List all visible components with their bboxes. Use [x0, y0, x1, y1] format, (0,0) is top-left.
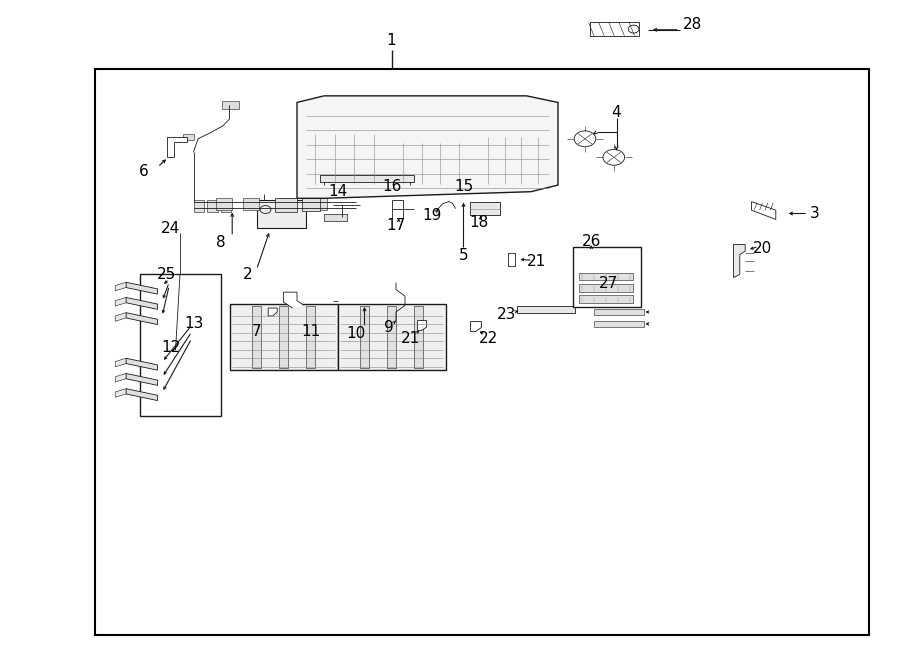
Polygon shape [126, 297, 158, 309]
Text: 9: 9 [384, 320, 393, 334]
Text: 1: 1 [387, 34, 396, 48]
Bar [338, 304, 446, 370]
Polygon shape [115, 313, 126, 321]
Polygon shape [418, 321, 427, 330]
Text: 20: 20 [752, 241, 772, 256]
Bar [94, 69, 868, 635]
Bar [194, 200, 204, 212]
Bar [207, 200, 218, 212]
Text: 7: 7 [252, 325, 261, 339]
Bar [310, 132, 382, 185]
Text: 17: 17 [386, 218, 406, 233]
Bar [389, 168, 416, 181]
Text: 28: 28 [683, 17, 703, 32]
Bar [216, 198, 232, 210]
Bar [243, 198, 259, 210]
Bar [140, 274, 220, 416]
Polygon shape [115, 282, 126, 291]
Polygon shape [268, 308, 277, 316]
Polygon shape [284, 292, 304, 308]
Polygon shape [470, 202, 500, 215]
Text: 24: 24 [161, 221, 181, 235]
Text: 15: 15 [454, 179, 474, 194]
Text: 12: 12 [161, 340, 181, 355]
Polygon shape [297, 96, 558, 198]
Polygon shape [166, 137, 187, 157]
Text: 27: 27 [598, 276, 618, 291]
Polygon shape [594, 321, 644, 327]
Bar [414, 306, 423, 368]
Polygon shape [126, 358, 158, 370]
Bar [360, 306, 369, 368]
Bar [252, 306, 261, 368]
Bar [306, 306, 315, 368]
Text: 6: 6 [140, 165, 148, 179]
Polygon shape [734, 245, 745, 278]
Text: 25: 25 [157, 268, 176, 282]
Polygon shape [126, 313, 158, 325]
Text: 5: 5 [459, 249, 468, 263]
Bar [183, 134, 194, 140]
Polygon shape [115, 373, 126, 382]
Text: 19: 19 [422, 208, 442, 223]
Bar [230, 304, 338, 370]
Polygon shape [126, 389, 158, 401]
Text: 23: 23 [497, 307, 517, 322]
Bar [274, 198, 297, 212]
Text: 4: 4 [612, 105, 621, 120]
Bar [590, 22, 639, 36]
Bar [573, 247, 641, 307]
Polygon shape [579, 295, 633, 303]
Bar [396, 142, 464, 185]
Polygon shape [392, 200, 403, 218]
Bar [279, 198, 295, 210]
Polygon shape [115, 389, 126, 397]
Text: 18: 18 [469, 215, 489, 229]
Polygon shape [126, 373, 158, 385]
Bar [256, 200, 306, 228]
Bar [302, 198, 319, 211]
Polygon shape [508, 253, 515, 266]
Polygon shape [752, 202, 776, 219]
Text: 2: 2 [243, 267, 252, 282]
Polygon shape [470, 321, 481, 330]
Polygon shape [126, 282, 158, 294]
Text: 21: 21 [526, 254, 546, 269]
Text: 11: 11 [301, 325, 320, 339]
Bar [310, 198, 327, 210]
Bar [482, 136, 544, 185]
Text: 16: 16 [382, 179, 402, 194]
Text: 21: 21 [400, 331, 420, 346]
Bar [453, 168, 487, 181]
Text: 26: 26 [581, 235, 601, 249]
Bar [222, 101, 239, 109]
Polygon shape [579, 284, 633, 292]
Text: 22: 22 [479, 331, 499, 346]
Polygon shape [115, 297, 126, 306]
Bar [279, 306, 288, 368]
Bar [387, 306, 396, 368]
Text: 13: 13 [184, 317, 203, 331]
Bar [517, 306, 575, 313]
Text: 8: 8 [216, 235, 225, 250]
Text: 3: 3 [810, 206, 819, 221]
Text: 10: 10 [346, 327, 365, 341]
Text: 14: 14 [328, 184, 347, 199]
Polygon shape [579, 273, 633, 280]
Polygon shape [115, 358, 126, 367]
Polygon shape [594, 309, 644, 315]
Bar [324, 214, 346, 221]
Polygon shape [320, 175, 414, 182]
Bar [220, 200, 231, 212]
